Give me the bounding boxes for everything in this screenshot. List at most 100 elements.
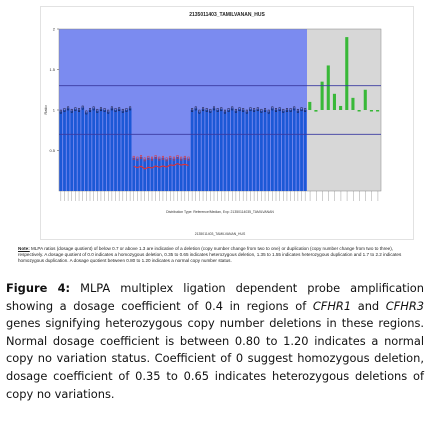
error-marker (304, 108, 307, 112)
error-marker (213, 106, 215, 111)
error-marker (245, 109, 248, 114)
reference-bar (308, 101, 312, 110)
error-marker (180, 156, 183, 161)
error-marker (107, 109, 110, 114)
bar (227, 110, 230, 191)
bar (285, 110, 289, 191)
bar (110, 108, 114, 191)
x-subtitle: Distribution Type: Reference/Median, Exp… (166, 210, 274, 214)
caption-label: Figure 4: (6, 281, 71, 295)
bar (289, 110, 292, 191)
bar (201, 109, 205, 191)
reference-bar (326, 65, 330, 110)
error-marker (293, 106, 296, 111)
bar (205, 110, 209, 191)
error-marker (187, 156, 190, 161)
bar (216, 110, 220, 191)
bar (88, 110, 92, 191)
error-marker (158, 156, 161, 161)
error-marker (165, 157, 168, 162)
error-marker (147, 155, 150, 160)
reference-bar (363, 89, 367, 110)
figure-caption: Figure 4: MLPA multiplex ligation depend… (6, 280, 424, 403)
bar (125, 110, 128, 191)
bar (70, 110, 74, 191)
error-marker (81, 105, 84, 110)
note-label: Note: (18, 246, 30, 251)
bar (230, 108, 234, 191)
error-marker (74, 107, 77, 112)
bar (172, 158, 176, 191)
bar (260, 110, 263, 191)
bar (267, 111, 271, 191)
error-marker (260, 108, 263, 113)
error-marker (216, 108, 219, 112)
error-marker (209, 108, 212, 113)
gene-cfhr1: CFHR1 (312, 298, 352, 313)
error-marker (227, 108, 230, 112)
mlpa-ratio-chart: 0.5 1 1.5 2 Ratio Distribution Type: Referenc… (43, 27, 382, 236)
bar (154, 156, 158, 191)
error-marker (300, 107, 303, 112)
y-tick-label: 1.5 (49, 67, 55, 72)
plot-region-right (307, 29, 381, 191)
error-marker (223, 109, 226, 114)
error-marker (264, 108, 267, 112)
error-marker (99, 107, 102, 112)
bar (74, 109, 77, 191)
bar (278, 109, 282, 191)
error-marker (194, 106, 197, 111)
bar (300, 109, 303, 191)
reference-bar (332, 93, 336, 110)
error-marker (118, 107, 121, 112)
bar (121, 110, 125, 191)
bar (296, 110, 300, 191)
bar (99, 109, 103, 191)
bar (81, 107, 85, 191)
note-text: MLPA ratios (dosage quotient) of below 0… (18, 246, 402, 264)
bar (270, 108, 274, 191)
error-marker (59, 109, 62, 114)
bar (292, 108, 296, 191)
bar (223, 111, 227, 191)
bar (190, 110, 194, 191)
y-axis-label: Ratio (43, 105, 48, 115)
bar (66, 108, 70, 191)
x-footer: 2135011403_TAMILVANAN_HUS (195, 232, 246, 236)
error-marker (249, 107, 252, 112)
error-marker (121, 108, 124, 113)
error-marker (275, 108, 277, 112)
reference-bar (339, 105, 343, 110)
error-marker (256, 107, 259, 112)
error-marker (205, 108, 208, 112)
bar (208, 110, 212, 191)
error-marker (278, 107, 281, 112)
bar (150, 158, 154, 191)
error-marker (285, 108, 288, 112)
reference-bar (357, 110, 361, 112)
bar (132, 157, 136, 191)
figure-note: Note: MLPA ratios (dosage quotient) of b… (18, 246, 418, 265)
error-marker (103, 108, 106, 112)
bar (84, 112, 88, 191)
bar (92, 108, 96, 191)
error-marker (78, 108, 81, 112)
bar (176, 156, 179, 191)
error-marker (136, 156, 139, 161)
bar (95, 110, 99, 191)
reference-bar (314, 110, 318, 112)
error-marker (234, 108, 237, 113)
error-marker (67, 106, 70, 111)
bar (219, 109, 223, 191)
bar (114, 110, 117, 191)
error-marker (202, 107, 205, 112)
error-marker (238, 107, 241, 112)
bar (241, 110, 245, 191)
deletion-trace (133, 162, 189, 170)
y-tick-label: 0.5 (49, 148, 55, 153)
error-marker (132, 155, 135, 160)
error-marker (172, 156, 175, 161)
error-marker (85, 110, 88, 115)
error-marker (92, 106, 95, 111)
error-marker (220, 107, 223, 112)
